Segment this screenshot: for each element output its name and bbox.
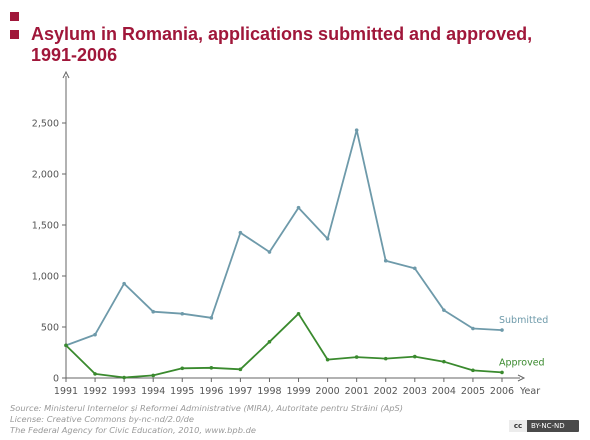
title-bullet-top [10,12,19,21]
x-tick-label: 1997 [228,386,252,397]
y-tick-label: 2,500 [32,119,59,130]
publisher-line: The Federal Agency for Civic Education, … [10,424,256,435]
x-tick-label: 1999 [286,386,310,397]
y-axis-arrow [62,70,70,79]
data-point-submitted [238,230,243,235]
data-point-submitted [151,309,155,314]
x-tick-label: 2004 [432,386,456,397]
chart-title: Asylum in Romania, applications submitte… [31,24,533,65]
cc-logo: cc [509,420,527,432]
x-axis-arrow [517,374,526,382]
x-axis-label: Year [519,386,540,397]
x-tick-label: 2002 [374,386,398,397]
data-point-submitted [442,308,446,312]
y-tick-label: 1,500 [32,221,59,232]
x-tick-label: 1996 [199,386,223,397]
data-point-submitted [354,128,359,132]
data-point-submitted [93,332,97,337]
cc-terms: BY-NC-ND [531,422,565,430]
cc-license-badge[interactable]: cc BY-NC-ND [509,420,579,432]
y-tick-label: 0 [53,374,59,385]
data-point-approved [267,339,272,344]
y-tick-label: 1,000 [32,272,59,283]
series-label-submitted: Submitted [499,315,548,326]
data-point-submitted [122,281,126,286]
x-tick-label: 2006 [490,386,514,397]
x-tick-label: 1995 [170,386,194,397]
data-point-approved [209,366,214,370]
x-tick-label: 2000 [316,386,340,397]
data-point-approved [64,343,68,348]
data-point-approved [238,367,243,372]
data-point-approved [413,354,417,359]
data-point-submitted [413,266,417,271]
x-tick-label: 2005 [461,386,485,397]
x-tick-label: 1998 [257,386,281,397]
x-tick-label: 1992 [83,386,107,397]
data-point-submitted [180,311,185,316]
title-bullet [10,30,19,39]
x-tick-label: 2001 [345,386,369,397]
license-line: License: Creative Commons by-nc-nd/2.0/d… [10,413,195,424]
x-tick-label: 1993 [112,386,136,397]
x-tick-label: 1991 [54,386,78,397]
series-line-approved [65,312,503,379]
source-note: Source: Ministerul Internelor și Reforme… [10,403,480,435]
series-line-submitted [65,129,503,347]
data-point-approved [442,359,446,364]
x-tick-label: 2003 [403,386,427,397]
data-point-approved [151,373,155,378]
data-point-submitted [325,236,330,241]
data-point-approved [354,355,359,359]
y-tick-label: 2,000 [32,170,59,181]
data-point-submitted [500,328,504,332]
source-line: Source: Ministerul Internelor și Reforme… [10,403,404,413]
data-point-approved [180,366,185,371]
data-point-approved [383,356,388,361]
data-point-approved [93,372,97,376]
data-point-submitted [471,326,475,331]
x-tick-label: 1994 [141,386,165,397]
data-point-submitted [267,250,272,254]
data-point-submitted [209,316,214,320]
data-point-submitted [383,258,388,263]
y-tick-label: 500 [41,323,59,334]
data-point-approved [471,368,475,373]
data-point-approved [122,375,126,380]
data-point-approved [325,357,330,362]
data-point-submitted [296,205,301,210]
series-label-approved: Approved [499,357,545,368]
data-point-approved [296,311,301,316]
data-point-approved [500,370,504,375]
